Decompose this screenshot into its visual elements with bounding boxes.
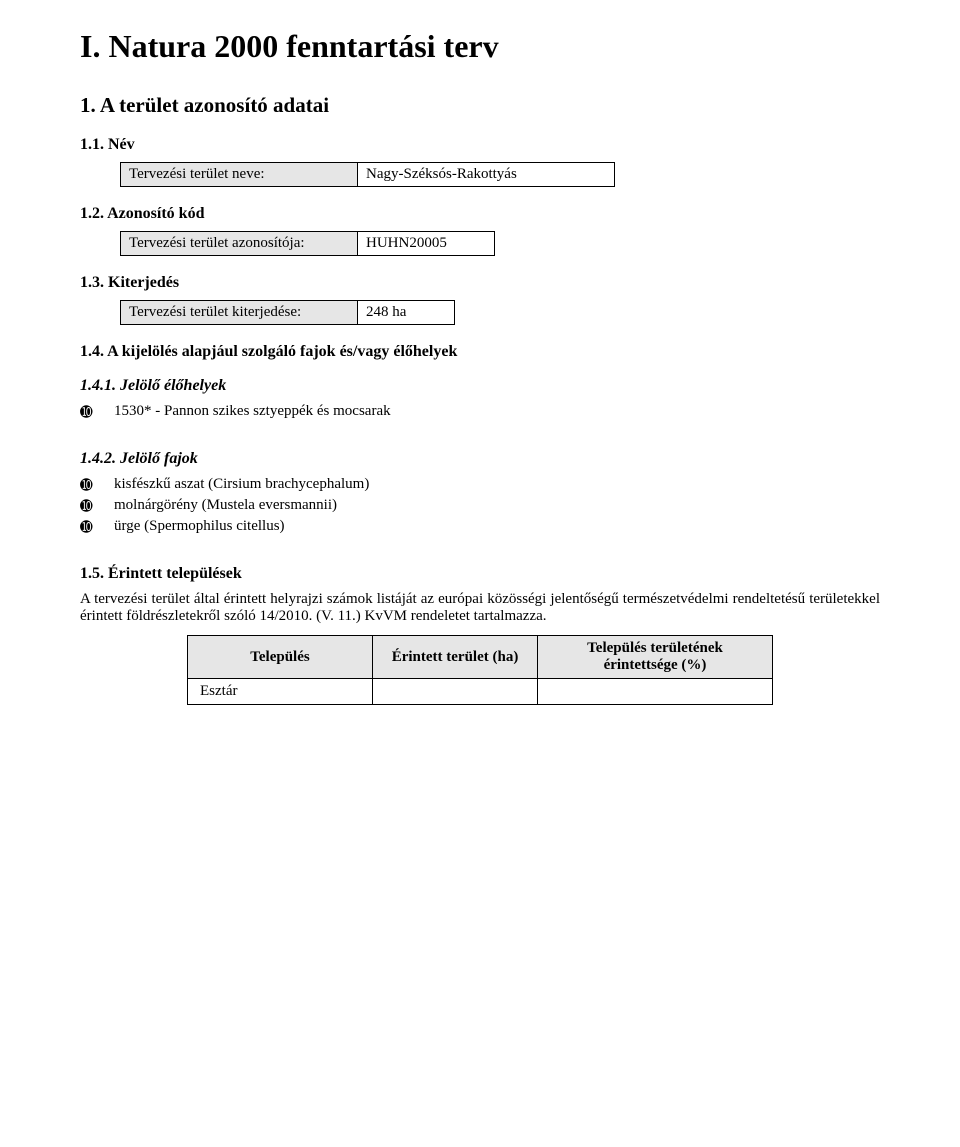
page-title: I. Natura 2000 fenntartási terv xyxy=(80,28,880,65)
id-value-cell: HUHN20005 xyxy=(358,232,495,256)
section-1-4-heading: 1.4. A kijelölés alapjául szolgáló fajok… xyxy=(80,343,880,361)
extent-key-cell: Tervezési terület kiterjedése: xyxy=(121,301,358,325)
name-table: Tervezési terület neve: Nagy-Széksós-Rak… xyxy=(120,162,615,187)
section-1-3-heading: 1.3. Kiterjedés xyxy=(80,274,880,292)
col-telepules: Település xyxy=(188,636,373,679)
list-item: ➓ürge (Spermophilus citellus) xyxy=(80,518,880,537)
settlements-table: Település Érintett terület (ha) Települé… xyxy=(187,635,773,705)
table-cell xyxy=(538,679,773,705)
section-1-5-paragraph: A tervezési terület által érintett helyr… xyxy=(80,591,880,625)
habitats-list: ➓1530* - Pannon szikes sztyeppék és mocs… xyxy=(80,403,880,422)
table-cell: Esztár xyxy=(188,679,373,705)
table-row: Tervezési terület azonosítója: HUHN20005 xyxy=(121,232,495,256)
col-erintett-terulet: Érintett terület (ha) xyxy=(373,636,538,679)
list-item-text: kisfészkű aszat (Cirsium brachycephalum) xyxy=(114,476,880,493)
list-item: ➓1530* - Pannon szikes sztyeppék és mocs… xyxy=(80,403,880,422)
section-1-5-heading: 1.5. Érintett települések xyxy=(80,565,880,583)
table-row: Tervezési terület neve: Nagy-Széksós-Rak… xyxy=(121,163,615,187)
id-table: Tervezési terület azonosítója: HUHN20005 xyxy=(120,231,495,256)
list-item-text: 1530* - Pannon szikes sztyeppék és mocsa… xyxy=(114,403,880,420)
bullet-icon: ➓ xyxy=(80,476,114,495)
list-item: ➓molnárgörény (Mustela eversmannii) xyxy=(80,497,880,516)
extent-value-cell: 248 ha xyxy=(358,301,455,325)
bullet-icon: ➓ xyxy=(80,518,114,537)
section-1-1-heading: 1.1. Név xyxy=(80,136,880,154)
list-item-text: molnárgörény (Mustela eversmannii) xyxy=(114,497,880,514)
section-1-4-2-heading: 1.4.2. Jelölő fajok xyxy=(80,450,880,468)
section-1-2-heading: 1.2. Azonosító kód xyxy=(80,205,880,223)
col-erintettseg: Település területének érintettsége (%) xyxy=(538,636,773,679)
bullet-icon: ➓ xyxy=(80,497,114,516)
extent-table: Tervezési terület kiterjedése: 248 ha xyxy=(120,300,455,325)
section-1-heading: 1. A terület azonosító adatai xyxy=(80,93,880,118)
species-list: ➓kisfészkű aszat (Cirsium brachycephalum… xyxy=(80,476,880,537)
table-header-row: Település Érintett terület (ha) Települé… xyxy=(188,636,773,679)
id-key-cell: Tervezési terület azonosítója: xyxy=(121,232,358,256)
bullet-icon: ➓ xyxy=(80,403,114,422)
table-row: Tervezési terület kiterjedése: 248 ha xyxy=(121,301,455,325)
table-cell xyxy=(373,679,538,705)
name-value-cell: Nagy-Széksós-Rakottyás xyxy=(358,163,615,187)
section-1-4-1-heading: 1.4.1. Jelölő élőhelyek xyxy=(80,377,880,395)
list-item: ➓kisfészkű aszat (Cirsium brachycephalum… xyxy=(80,476,880,495)
table-row: Esztár xyxy=(188,679,773,705)
list-item-text: ürge (Spermophilus citellus) xyxy=(114,518,880,535)
name-key-cell: Tervezési terület neve: xyxy=(121,163,358,187)
